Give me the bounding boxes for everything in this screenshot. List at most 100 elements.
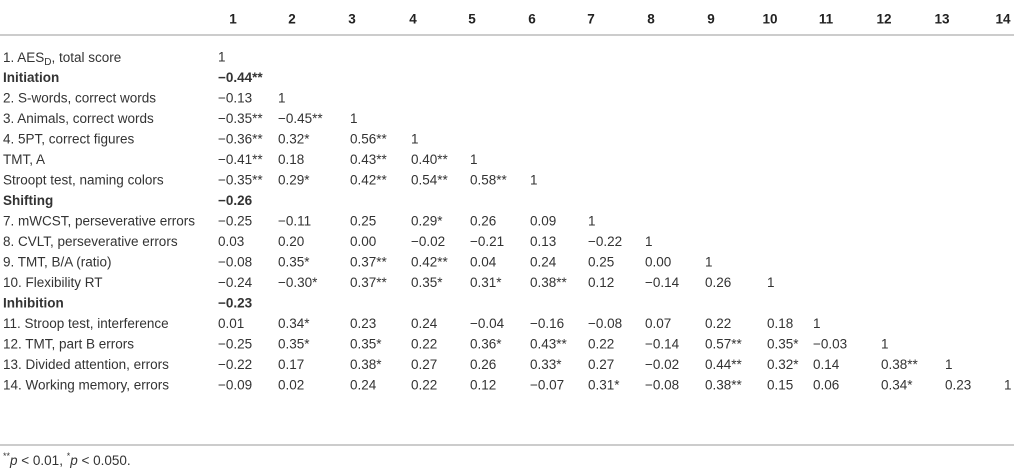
column-header: 4 (409, 12, 417, 27)
header-band (0, 0, 1014, 35)
cell: 0.22 (411, 378, 437, 393)
cell: 1 (411, 132, 419, 147)
cell: 0.32* (278, 132, 310, 147)
row-label: 8. CVLT, perseverative errors (3, 234, 178, 249)
row-label: 10. Flexibility RT (3, 275, 103, 290)
cell: −0.14 (645, 337, 680, 352)
cell: 0.26 (470, 214, 496, 229)
cell: 0.24 (350, 378, 377, 393)
cell: 0.26 (470, 357, 496, 372)
cell: −0.03 (813, 337, 847, 352)
cell: 0.56** (350, 132, 388, 147)
cell: 0.33* (530, 357, 562, 372)
footnote-part: p (9, 453, 18, 468)
footnote-part: < 0.01, (18, 453, 67, 468)
cell: −0.22 (588, 234, 622, 249)
cell: 1 (705, 255, 713, 270)
cell: −0.08 (645, 378, 679, 393)
row-label: Stroopt test, naming colors (3, 173, 164, 188)
cell: −0.41** (218, 152, 263, 167)
cell: −0.25 (218, 337, 252, 352)
row-label: Initiation (3, 70, 59, 85)
cell: 1 (530, 173, 538, 188)
cell: 0.01 (218, 316, 244, 331)
cell: 0.25 (588, 255, 614, 270)
cell: 0.36* (470, 337, 502, 352)
cell: 0.38** (881, 357, 919, 372)
cell: −0.25 (218, 214, 252, 229)
column-header: 10 (762, 12, 777, 27)
cell: 0.35* (278, 337, 310, 352)
cell: 0.54** (411, 173, 449, 188)
column-header: 7 (587, 12, 595, 27)
cell: 0.13 (530, 234, 556, 249)
cell: 1 (813, 316, 821, 331)
row-label-part: D (44, 57, 51, 68)
cell: 0.15 (767, 378, 793, 393)
row-label: 14. Working memory, errors (3, 378, 169, 393)
cell: −0.26 (218, 193, 253, 208)
cell: 0.43** (530, 337, 568, 352)
row-label: 12. TMT, part B errors (3, 337, 134, 352)
cell: 0.34* (278, 316, 310, 331)
column-header: 6 (528, 12, 536, 27)
cell: 0.24 (411, 316, 438, 331)
cell: −0.45** (278, 111, 323, 126)
cell: 0.04 (470, 255, 497, 270)
cell: 1 (881, 337, 889, 352)
cell: 0.24 (530, 255, 557, 270)
cell: −0.02 (645, 357, 679, 372)
cell: 1 (1004, 378, 1012, 393)
cell: −0.11 (278, 214, 311, 229)
cell: 0.34* (881, 378, 913, 393)
row-label: Shifting (3, 193, 53, 208)
row-label: 11. Stroop test, interference (3, 316, 169, 331)
cell: 0.58** (470, 173, 508, 188)
cell: 0.18 (278, 152, 304, 167)
column-header: 11 (819, 12, 834, 27)
cell: −0.14 (645, 275, 680, 290)
column-header: 2 (288, 12, 296, 27)
cell: 0.37** (350, 275, 388, 290)
row-label: 9. TMT, B/A (ratio) (3, 255, 112, 270)
row-label: 3. Animals, correct words (3, 111, 154, 126)
cell: 0.26 (705, 275, 731, 290)
cell: 0.02 (278, 378, 304, 393)
cell: 0.14 (813, 357, 840, 372)
column-header: 8 (647, 12, 655, 27)
footnote-part: < 0.050. (78, 453, 131, 468)
row-label: 13. Divided attention, errors (3, 357, 169, 372)
column-header: 13 (934, 12, 950, 27)
cell: 0.43** (350, 152, 388, 167)
cell: 0.35* (350, 337, 382, 352)
cell: 0.20 (278, 234, 304, 249)
cell: 0.29* (411, 214, 443, 229)
row-label-part: , total score (52, 50, 122, 65)
cell: −0.44** (218, 70, 263, 85)
cell: 0.27 (411, 357, 437, 372)
cell: −0.09 (218, 378, 252, 393)
cell: 1 (218, 50, 226, 65)
cell: −0.35** (218, 173, 263, 188)
cell: −0.21 (470, 234, 504, 249)
row-label: Inhibition (3, 296, 64, 311)
cell: 0.27 (588, 357, 614, 372)
cell: −0.08 (588, 316, 622, 331)
cell: 0.42** (350, 173, 388, 188)
cell: 0.00 (350, 234, 376, 249)
cell: 0.18 (767, 316, 793, 331)
column-header: 14 (995, 12, 1011, 27)
cell: 1 (588, 214, 596, 229)
cell: −0.36** (218, 132, 263, 147)
cell: 0.12 (588, 275, 614, 290)
cell: 0.38** (705, 378, 743, 393)
row-label: TMT, A (3, 152, 45, 167)
cell: 0.22 (588, 337, 614, 352)
row-label-part: 1. AES (3, 50, 44, 65)
cell: 0.40** (411, 152, 449, 167)
cell: 0.23 (350, 316, 376, 331)
cell: 0.22 (705, 316, 731, 331)
cell: 0.31* (588, 378, 620, 393)
cell: 0.35* (411, 275, 443, 290)
